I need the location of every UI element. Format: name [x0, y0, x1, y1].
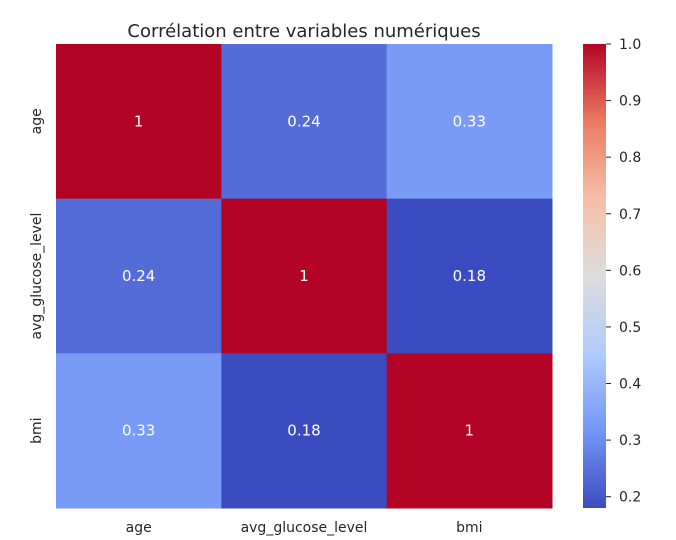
- cell-annotation: 0.24: [122, 267, 155, 285]
- heatmap-cell-age-avg_glucose_level: [221, 44, 388, 200]
- cell-annotation: 0.24: [287, 112, 320, 130]
- cell-annotation: 1: [299, 267, 309, 285]
- heatmap-annotations: 1 0.24 0.33 0.24 1 0.18 0.33 0.18 1: [122, 112, 486, 439]
- cell-annotation: 1: [465, 422, 475, 440]
- chart-title: Corrélation entre variables numériques: [127, 21, 480, 42]
- x-tick-label: bmi: [456, 520, 482, 536]
- colorbar: 0.2 0.3 0.4 0.5 0.6 0.7 0.8 0.9 1.0: [583, 37, 641, 508]
- colorbar-tick-label: 0.5: [619, 320, 641, 336]
- x-axis: age avg_glucose_level bmi: [126, 520, 483, 536]
- colorbar-tick-label: 0.2: [619, 490, 641, 506]
- y-tick-label: bmi: [29, 417, 45, 443]
- colorbar-tick-label: 0.3: [619, 433, 641, 449]
- x-tick-label: age: [126, 520, 152, 536]
- colorbar-tick-label: 0.4: [619, 377, 641, 393]
- heatmap-cell-bmi-age: [56, 353, 222, 509]
- heatmap-cell-bmi-avg_glucose_level: [221, 353, 388, 509]
- heatmap-cells: [56, 44, 553, 509]
- colorbar-tick-label: 0.7: [619, 207, 641, 223]
- y-tick-label: avg_glucose_level: [29, 213, 45, 340]
- cell-annotation: 0.33: [122, 422, 155, 440]
- x-tick-label: avg_glucose_level: [241, 520, 368, 536]
- colorbar-tick-label: 0.8: [619, 150, 641, 166]
- colorbar-gradient: [583, 44, 606, 508]
- cell-annotation: 1: [134, 112, 144, 130]
- cell-annotation: 0.18: [287, 422, 320, 440]
- heatmap-cell-age-bmi: [386, 44, 553, 200]
- heatmap-cell-age-age: [56, 44, 222, 200]
- colorbar-tick-label: 0.9: [619, 94, 641, 110]
- colorbar-tick-label: 1.0: [619, 37, 641, 53]
- heatmap-cell-bmi-bmi: [386, 353, 553, 509]
- heatmap-cell-avg_glucose_level-bmi: [386, 198, 553, 354]
- heatmap-cell-avg_glucose_level-avg_glucose_level: [221, 198, 388, 354]
- cell-annotation: 0.18: [453, 267, 486, 285]
- colorbar-tick-label: 0.6: [619, 263, 641, 279]
- cell-annotation: 0.33: [453, 112, 486, 130]
- heatmap-cell-avg_glucose_level-age: [56, 198, 222, 354]
- y-tick-label: age: [29, 108, 45, 134]
